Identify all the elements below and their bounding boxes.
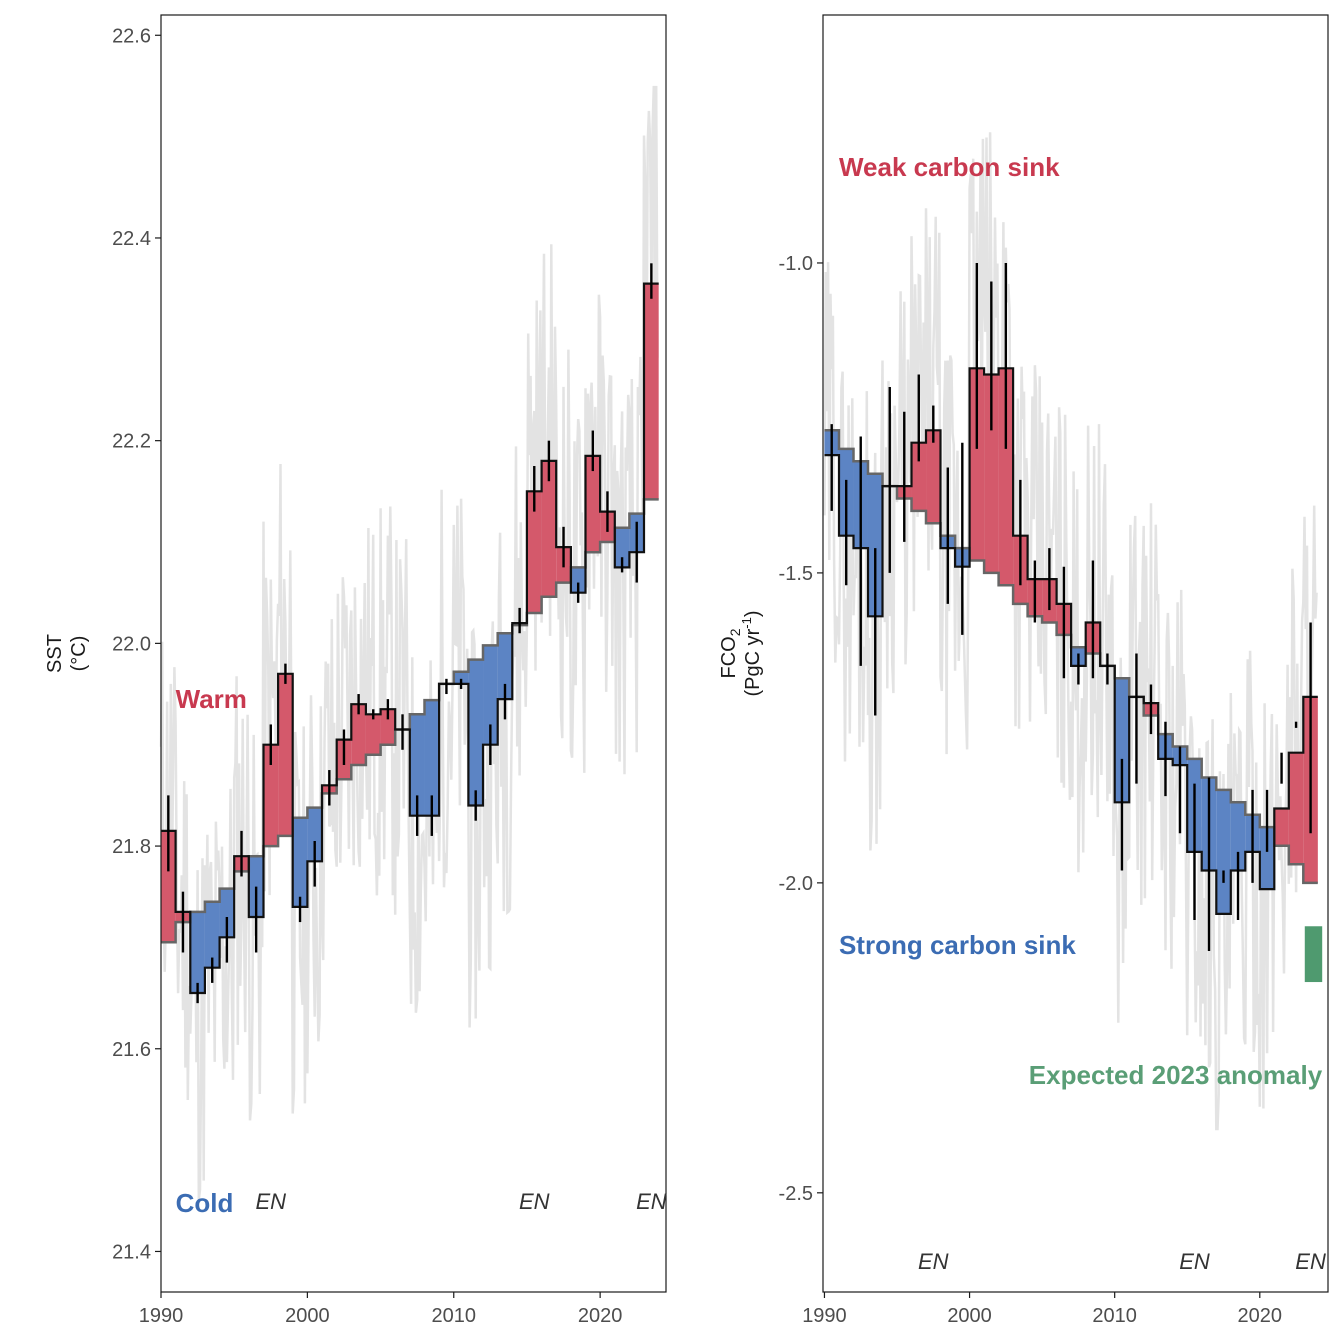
annual-anomaly-bar (263, 744, 279, 847)
y-axis-unit-text: (°C) (68, 636, 90, 672)
annual-anomaly-bar (219, 888, 235, 938)
annotation-cold: Strong carbon sink (839, 930, 1076, 960)
y-tick-label: 21.4 (112, 1241, 151, 1263)
annual-anomaly-bar (911, 442, 927, 511)
annual-anomaly-bar (380, 709, 396, 745)
sst-panel: 21.4 21.6 21.8 22.0 22.2 22.4 22.6 1990 2000 2010… (44, 14, 667, 1327)
annual-anomaly-bar (497, 633, 513, 700)
plot-frame (822, 14, 1329, 1293)
annual-anomaly-bar (409, 714, 425, 816)
y-tick-label: 22.4 (112, 228, 151, 250)
el-nino-label: EN (918, 1249, 949, 1274)
annotation-expected: Expected 2023 anomaly (1029, 1060, 1323, 1090)
y-tick-label: -2.5 (779, 1183, 813, 1205)
annual-anomaly-bar (926, 430, 941, 524)
annotation-warm: Warm (176, 684, 247, 714)
x-tick-label: 2010 (432, 1305, 477, 1327)
y-axis-unit: (PgC yr-1) (739, 610, 764, 696)
annual-anomaly-bar (585, 455, 601, 553)
y-axis-title-name: SST (44, 634, 66, 673)
y-axis-unit-superscript: -1 (739, 617, 754, 629)
annual-anomaly-bar (483, 645, 498, 745)
annual-anomaly-bar (867, 473, 883, 617)
annual-anomaly-bar (644, 283, 659, 500)
y-tick-label: 22.0 (112, 633, 151, 655)
annual-anomaly-bar (190, 911, 205, 994)
el-nino-label: EN (1179, 1249, 1210, 1274)
annual-anomaly-bar (526, 491, 542, 613)
annual-anomaly-bar (1288, 752, 1304, 865)
annual-anomaly-bar (468, 659, 484, 806)
el-nino-label: EN (1295, 1249, 1326, 1274)
annual-anomaly-bar (998, 368, 1014, 586)
y-axis-title-subscript: 2 (727, 628, 743, 636)
annual-anomaly-bar (278, 673, 293, 836)
annual-anomaly-bar (307, 807, 323, 862)
y-axis-title: SST (44, 634, 66, 673)
y-tick-label: 21.8 (112, 836, 151, 858)
annual-anomaly-bar (570, 567, 586, 593)
annual-anomaly-bar (1230, 802, 1246, 871)
annual-anomaly-bar (614, 527, 630, 568)
annual-anomaly-bar (1259, 827, 1275, 890)
y-tick-label: 21.6 (112, 1039, 151, 1061)
el-nino-label: EN (256, 1189, 287, 1214)
x-tick-label: 2020 (578, 1305, 623, 1327)
y-tick-label: -1.5 (779, 563, 813, 585)
x-tick-label: 2000 (947, 1305, 992, 1327)
annual-anomaly-bar (969, 368, 985, 561)
annotation-warm: Weak carbon sink (839, 152, 1060, 182)
annual-anomaly-bar (541, 460, 557, 597)
y-axis-title-name: FCO (718, 636, 740, 678)
y-tick-label: 22.6 (112, 25, 151, 47)
annual-anomaly-bar (984, 374, 999, 573)
x-tick-label: 1990 (139, 1305, 184, 1327)
annual-anomaly-bar (424, 700, 440, 816)
x-tick-label: 2010 (1092, 1305, 1137, 1327)
annual-anomaly-bar (365, 714, 381, 755)
annual-anomaly-bar (292, 817, 308, 907)
fco2-panel: -2.5 -2.0 -1.5 -1.0 1990 2000 2010 2020 FCO2 (PgC… (718, 14, 1329, 1327)
y-axis-unit-text: (PgC yr (742, 628, 764, 696)
y-tick-label: -1.0 (779, 253, 813, 275)
annual-anomaly-bar (1114, 678, 1130, 803)
y-axis-unit-close: ) (742, 610, 764, 617)
x-tick-label: 2000 (285, 1305, 330, 1327)
expected-2023-anomaly-block (1304, 926, 1323, 983)
x-tick-label: 2020 (1238, 1305, 1283, 1327)
annual-anomaly-bar (453, 671, 469, 684)
el-nino-label: EN (636, 1189, 667, 1214)
x-tick-label: 1990 (802, 1305, 847, 1327)
y-tick-label: -2.0 (779, 873, 813, 895)
y-axis-title: FCO2 (718, 628, 743, 678)
y-tick-label: 22.2 (112, 431, 151, 453)
monthly-background-line (823, 132, 1318, 1131)
el-nino-label: EN (519, 1189, 550, 1214)
annual-anomaly-bar (204, 901, 220, 968)
plot-frame (160, 14, 667, 1293)
monthly-background-line (159, 85, 659, 1200)
annual-anomaly-bar (351, 704, 366, 765)
annual-anomaly-bar (161, 830, 176, 943)
annotation-cold: Cold (176, 1188, 234, 1218)
annual-anomaly-bar (1274, 808, 1289, 846)
annual-anomaly-bar (1216, 789, 1231, 914)
y-axis-unit: (°C) (68, 636, 90, 672)
